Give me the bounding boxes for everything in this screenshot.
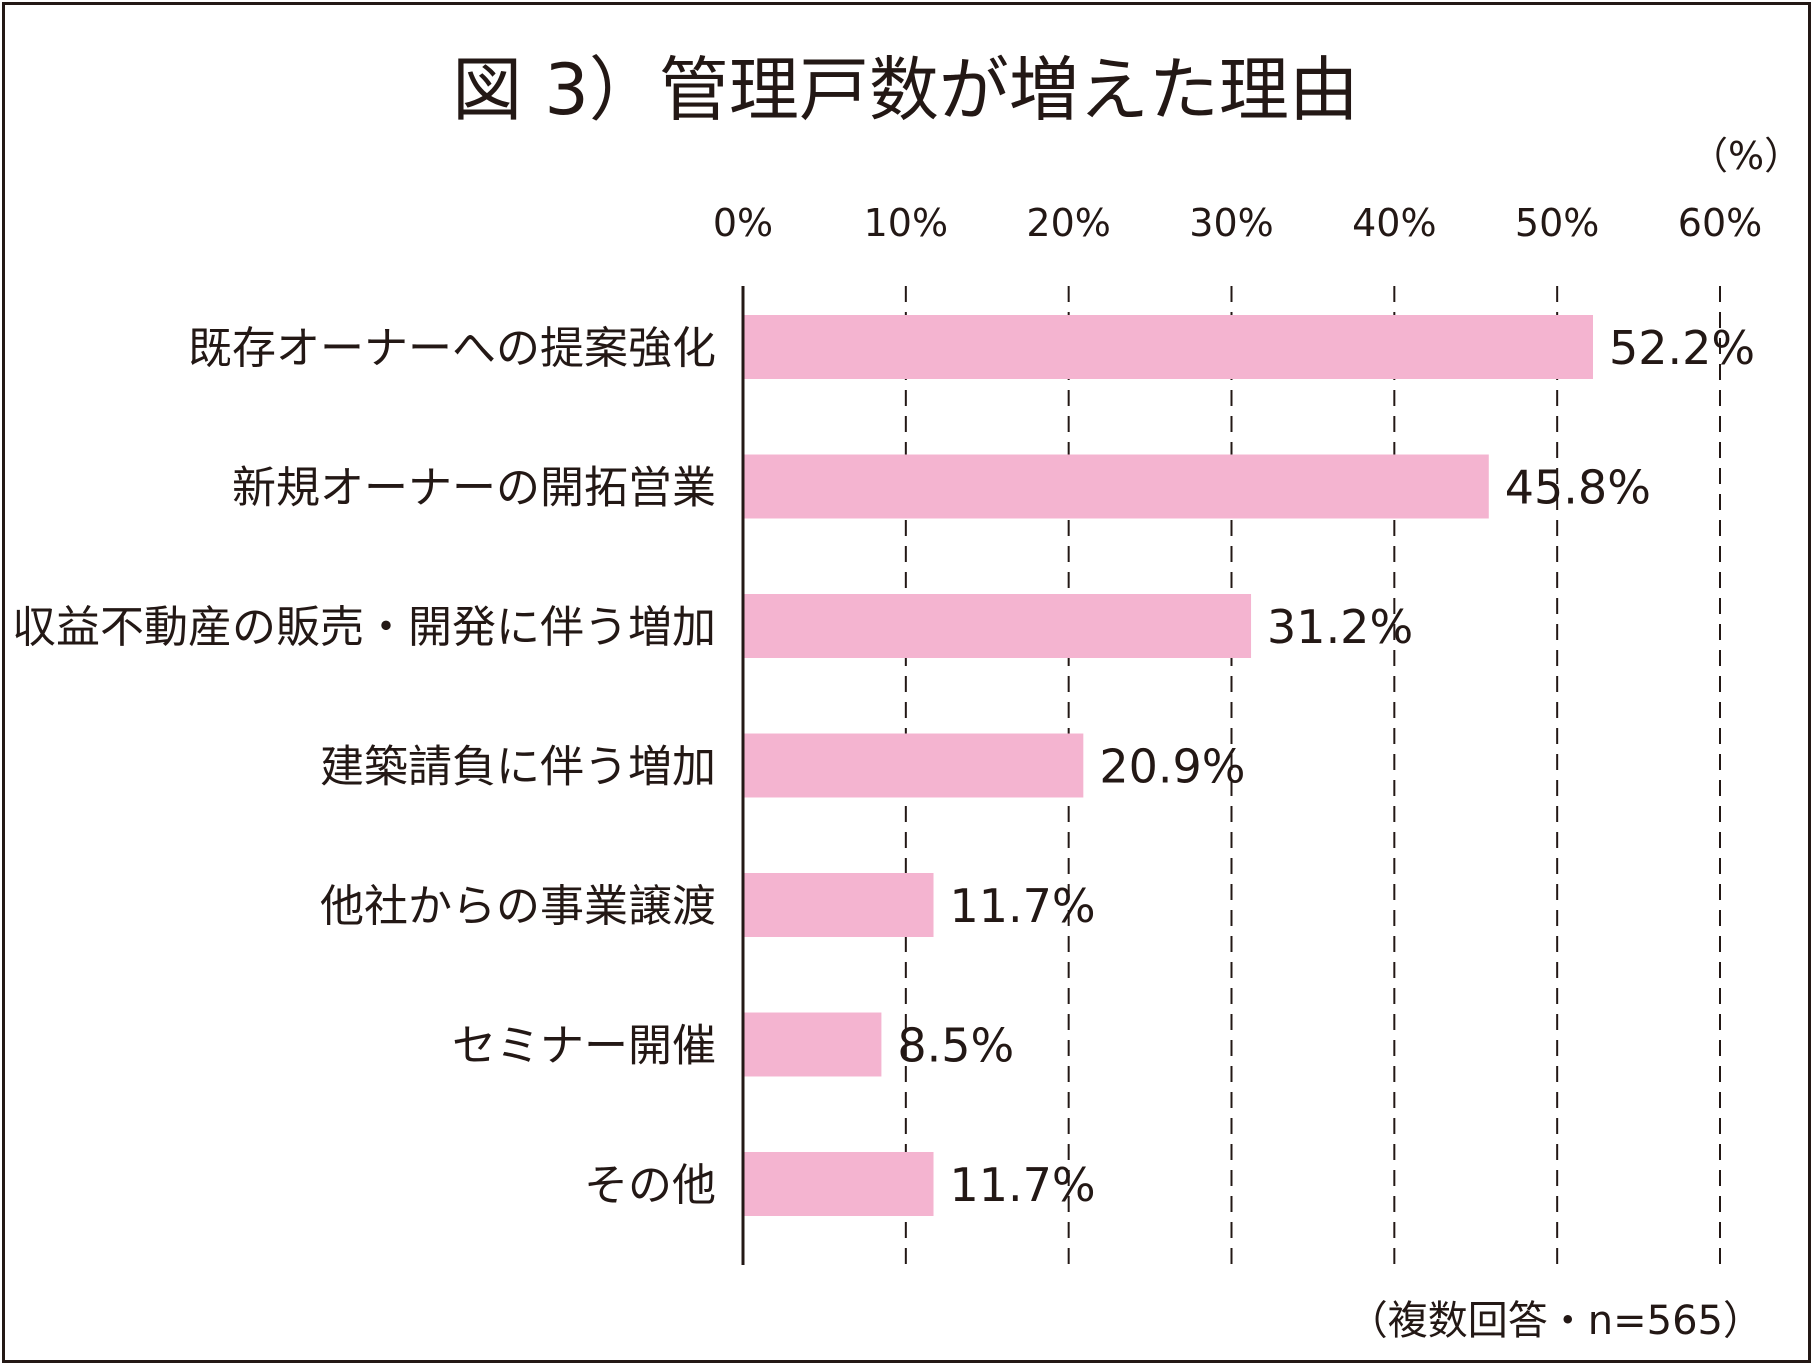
tick-label: 50% [1515, 201, 1599, 245]
tick-label: 30% [1189, 201, 1273, 245]
tick-label: 20% [1026, 201, 1110, 245]
unit-label: （%） [1690, 134, 1803, 178]
category-label: 既存オーナーへの提案強化 [188, 323, 716, 374]
bar [743, 733, 1084, 798]
category-label: その他 [584, 1160, 716, 1211]
bar [743, 594, 1252, 658]
data-label: 20.9% [1099, 740, 1245, 794]
tick-label: 60% [1678, 201, 1762, 245]
data-label: 11.7% [950, 879, 1096, 933]
bar [743, 873, 934, 937]
chart-title: 図 3）管理戸数が増えた理由 [452, 49, 1359, 131]
category-label: 新規オーナーの開拓営業 [232, 463, 716, 514]
data-label: 31.2% [1267, 600, 1413, 654]
sample-note: （複数回答・n=565） [1347, 1298, 1763, 1344]
tick-label: 0% [713, 201, 773, 245]
tick-label: 40% [1352, 201, 1436, 245]
category-label: 建築請負に伴う増加 [320, 742, 716, 793]
category-label: セミナー開催 [452, 1021, 716, 1072]
category-label: 収益不動産の販売・開発に伴う増加 [12, 602, 716, 653]
category-label: 他社からの事業譲渡 [320, 881, 716, 932]
bar [743, 1152, 934, 1216]
bar [743, 454, 1489, 519]
data-label: 52.2% [1609, 321, 1755, 375]
data-label: 45.8% [1505, 461, 1651, 515]
data-label: 11.7% [950, 1158, 1096, 1212]
data-label: 8.5% [897, 1019, 1014, 1073]
bar [743, 1012, 882, 1077]
tick-label: 10% [864, 201, 948, 245]
bar [743, 315, 1593, 379]
